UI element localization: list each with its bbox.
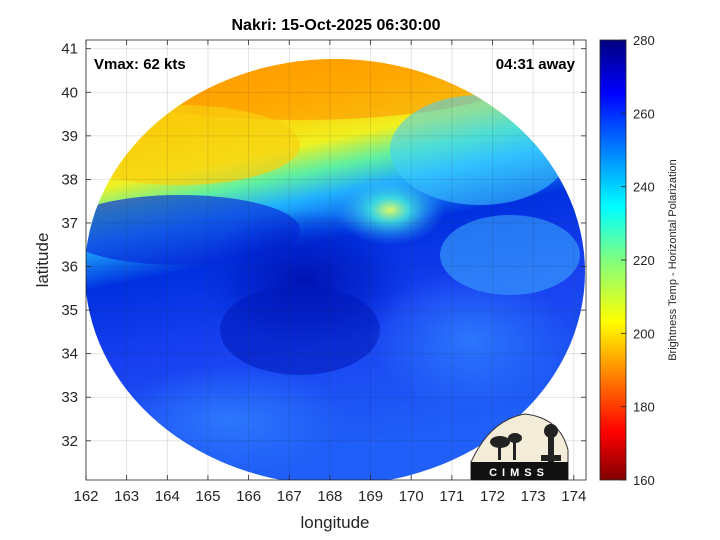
y-tick-label: 32: [61, 433, 78, 450]
colorbar-tick-label: 280: [633, 33, 655, 48]
x-tick-label: 172: [480, 488, 505, 505]
colorbar-tick-label: 180: [633, 400, 655, 415]
chart-title: Nakri: 15-Oct-2025 06:30:00: [231, 17, 440, 34]
y-ticks: 32 33 34 35 36 37 38 39 40 41: [61, 41, 586, 450]
colorbar-tick-label: 160: [633, 473, 655, 488]
x-tick-label: 174: [561, 488, 586, 505]
y-tick-label: 40: [61, 84, 78, 101]
x-tick-label: 163: [114, 488, 139, 505]
y-tick-label: 35: [61, 302, 78, 319]
colorbar-tick-label: 200: [633, 326, 655, 341]
x-tick-label: 167: [277, 488, 302, 505]
x-tick-label: 162: [73, 488, 98, 505]
x-tick-label: 171: [439, 488, 464, 505]
y-tick-label: 33: [61, 389, 78, 406]
swath: [86, 59, 585, 480]
y-tick-label: 34: [61, 346, 78, 363]
y-tick-label: 37: [61, 215, 78, 232]
x-axis-label: longitude: [300, 513, 369, 532]
colorbar-label: Brightness Temp - Horizontal Polarizatio…: [667, 159, 679, 361]
colorbar-tick-label: 220: [633, 253, 655, 268]
colorbar-tick-label: 240: [633, 180, 655, 195]
axes-frame: [85, 39, 587, 481]
y-tick-label: 36: [61, 259, 78, 276]
cimss-logo: CIMSS: [470, 413, 569, 481]
y-tick-label: 39: [61, 128, 78, 145]
x-tick-label: 173: [521, 488, 546, 505]
x-ticks: 162 163 164 165 166 167 168 169 170 171 172 173 174: [73, 40, 586, 505]
y-tick-label: 41: [61, 41, 78, 58]
colorbar-ticks: 160 180 200 220 240 260 280: [621, 33, 655, 488]
x-tick-label: 164: [155, 488, 180, 505]
y-tick-label: 38: [61, 171, 78, 188]
logo-text: CIMSS: [489, 467, 549, 479]
vmax-annotation: Vmax: 62 kts: [94, 56, 186, 73]
x-tick-label: 169: [358, 488, 383, 505]
grid-y: [86, 48, 586, 442]
x-tick-label: 168: [317, 488, 342, 505]
x-tick-label: 166: [236, 488, 261, 505]
colorbar-tick-label: 260: [633, 106, 655, 121]
y-axis-label: latitude: [33, 233, 52, 288]
x-tick-label: 165: [195, 488, 220, 505]
away-annotation: 04:31 away: [496, 56, 576, 73]
x-tick-label: 170: [399, 488, 424, 505]
